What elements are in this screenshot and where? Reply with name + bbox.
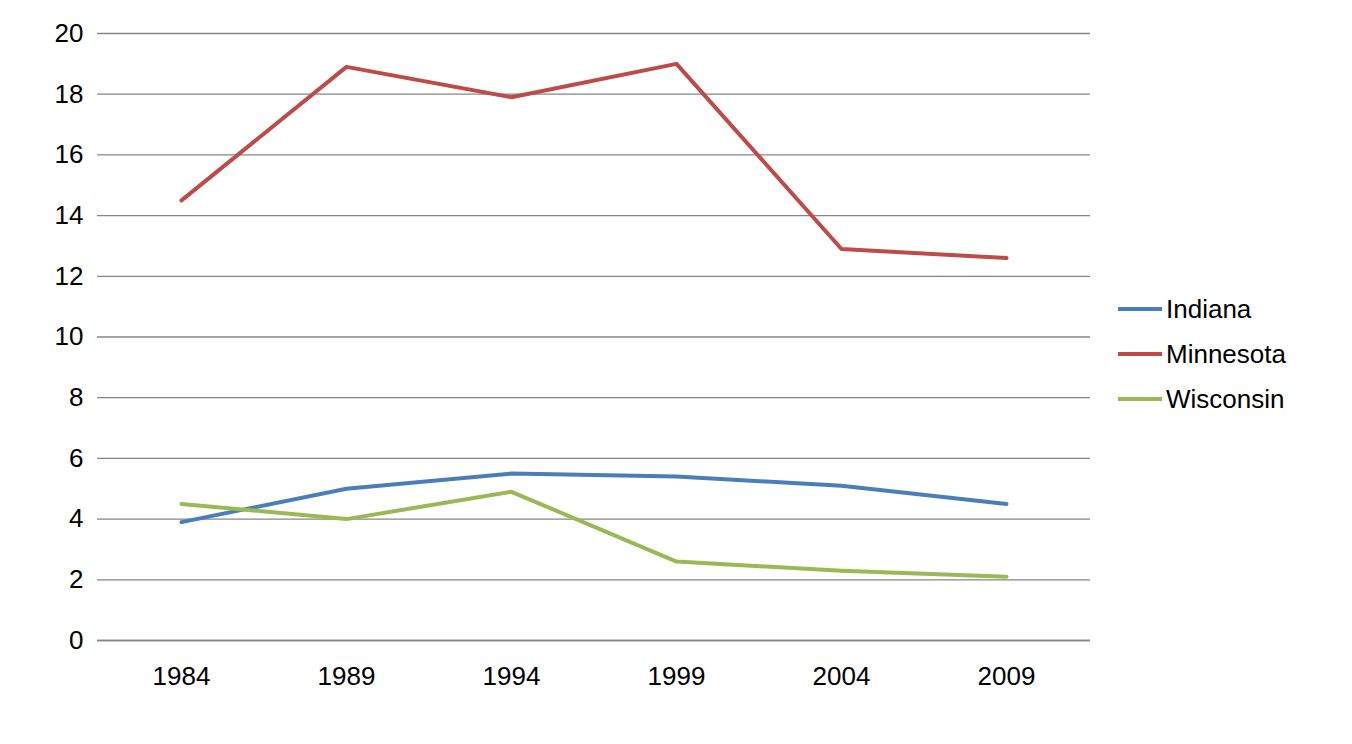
svg-text:1994: 1994	[483, 661, 541, 691]
svg-text:14: 14	[55, 200, 84, 230]
svg-text:16: 16	[55, 139, 84, 169]
svg-text:2004: 2004	[813, 661, 871, 691]
html-text:Indiana: Indiana	[1166, 293, 1252, 324]
html-text:Minnesota: Minnesota	[1166, 338, 1286, 369]
html-text:Wisconsin: Wisconsin	[1166, 383, 1285, 414]
svg-text:1984: 1984	[153, 661, 211, 691]
svg-text:1999: 1999	[648, 661, 706, 691]
svg-text:10: 10	[55, 321, 84, 351]
svg-text:20: 20	[55, 18, 84, 48]
svg-text:2009: 2009	[978, 661, 1036, 691]
svg-text:8: 8	[69, 382, 83, 412]
svg-text:4: 4	[69, 503, 83, 533]
svg-text:2: 2	[69, 564, 83, 594]
svg-text:1989: 1989	[318, 661, 376, 691]
svg-text:6: 6	[69, 443, 83, 473]
svg-text:18: 18	[55, 79, 84, 109]
svg-text:0: 0	[69, 625, 83, 655]
svg-text:12: 12	[55, 261, 84, 291]
